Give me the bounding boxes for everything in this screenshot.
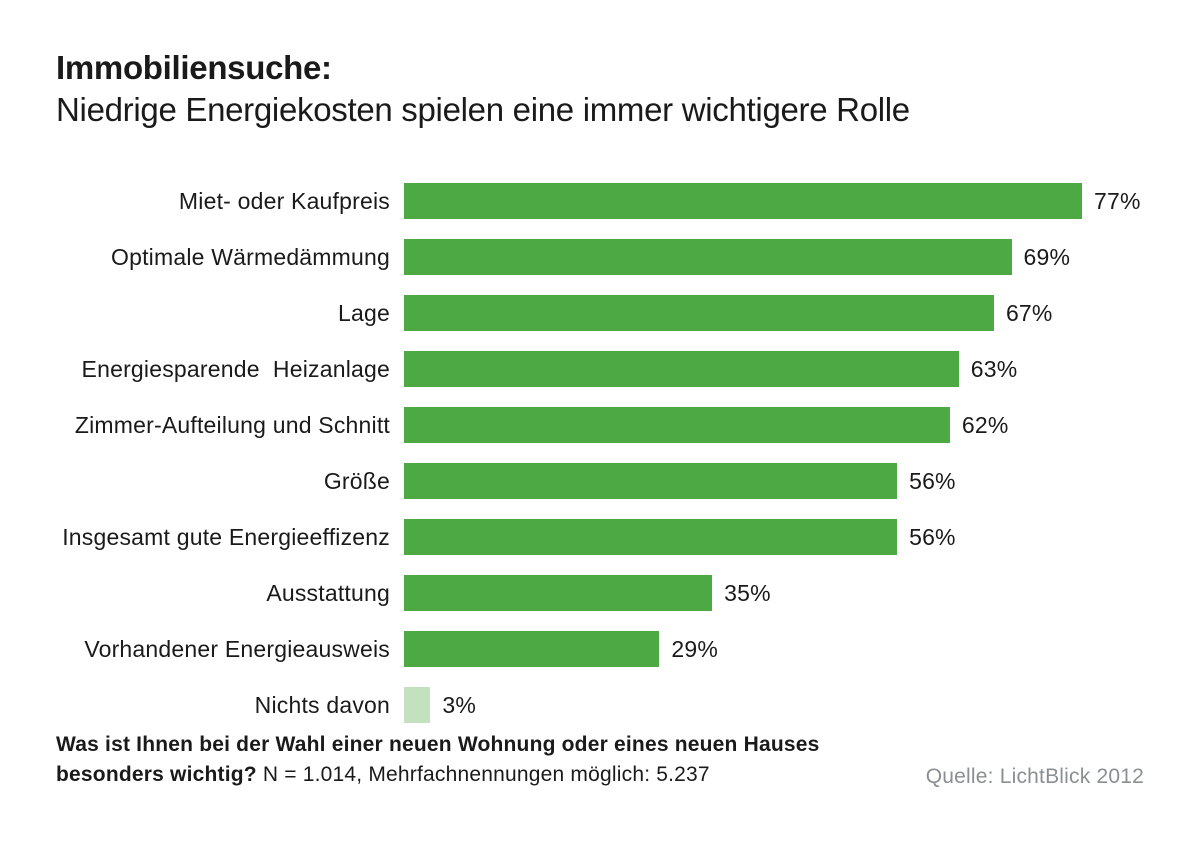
- value-label: 29%: [659, 636, 718, 663]
- question-meta: N = 1.014, Mehrfachnennungen möglich: 5.…: [257, 763, 710, 786]
- bar-area: 56%: [404, 519, 1144, 555]
- value-label: 69%: [1012, 244, 1071, 271]
- bar-row: Vorhandener Energieausweis 29%: [56, 621, 1144, 677]
- source-label: Quelle: LichtBlick 2012: [926, 765, 1144, 789]
- survey-question: Was ist Ihnen bei der Wahl einer neuen W…: [56, 730, 820, 789]
- bar-area: 62%: [404, 407, 1144, 443]
- bar-row: Optimale Wärmedämmung 69%: [56, 229, 1144, 285]
- value-label: 3%: [430, 692, 476, 719]
- bar-area: 56%: [404, 463, 1144, 499]
- bar-row: Miet- oder Kaufpreis 77%: [56, 173, 1144, 229]
- chart-container: Immobiliensuche: Niedrige Energiekosten …: [0, 0, 1200, 773]
- bar-area: 63%: [404, 351, 1144, 387]
- bar: [404, 239, 1012, 275]
- bar: [404, 351, 959, 387]
- value-label: 62%: [950, 412, 1009, 439]
- question-line1: Was ist Ihnen bei der Wahl einer neuen W…: [56, 733, 820, 756]
- value-label: 56%: [897, 468, 956, 495]
- category-label: Miet- oder Kaufpreis: [56, 188, 404, 215]
- category-label: Größe: [56, 468, 404, 495]
- bar-area: 67%: [404, 295, 1144, 331]
- chart-footer: Was ist Ihnen bei der Wahl einer neuen W…: [56, 730, 1144, 789]
- category-label: Ausstattung: [56, 580, 404, 607]
- category-label: Vorhandener Energieausweis: [56, 636, 404, 663]
- bar-row: Ausstattung 35%: [56, 565, 1144, 621]
- category-label: Insgesamt gute Energieeffizenz: [56, 524, 404, 551]
- bar: [404, 463, 897, 499]
- category-label: Lage: [56, 300, 404, 327]
- bar-area: 77%: [404, 183, 1144, 219]
- bar-row: Zimmer-Aufteilung und Schnitt 62%: [56, 397, 1144, 453]
- bar-area: 69%: [404, 239, 1144, 275]
- value-label: 67%: [994, 300, 1053, 327]
- bar-row: Energiesparende Heizanlage 63%: [56, 341, 1144, 397]
- question-line2: besonders wichtig?: [56, 763, 257, 786]
- bar-row: Lage 67%: [56, 285, 1144, 341]
- value-label: 56%: [897, 524, 956, 551]
- bar-chart: Miet- oder Kaufpreis 77% Optimale Wärmedäm…: [56, 173, 1144, 733]
- bar-area: 29%: [404, 631, 1144, 667]
- value-label: 35%: [712, 580, 771, 607]
- value-label: 77%: [1082, 188, 1141, 215]
- bar-row: Nichts davon 3%: [56, 677, 1144, 733]
- category-label: Zimmer-Aufteilung und Schnitt: [56, 412, 404, 439]
- category-label: Energiesparende Heizanlage: [56, 356, 404, 383]
- bar: [404, 631, 659, 667]
- bar-row: Insgesamt gute Energieeffizenz 56%: [56, 509, 1144, 565]
- chart-title: Immobiliensuche:: [56, 48, 1144, 88]
- bar: [404, 687, 430, 723]
- category-label: Nichts davon: [56, 692, 404, 719]
- bar: [404, 183, 1082, 219]
- category-label: Optimale Wärmedämmung: [56, 244, 404, 271]
- bar: [404, 407, 950, 443]
- bar-area: 35%: [404, 575, 1144, 611]
- bar-row: Größe 56%: [56, 453, 1144, 509]
- chart-subtitle: Niedrige Energiekosten spielen eine imme…: [56, 90, 1144, 130]
- bar: [404, 575, 712, 611]
- value-label: 63%: [959, 356, 1018, 383]
- bar: [404, 295, 994, 331]
- bar-area: 3%: [404, 687, 1144, 723]
- bar: [404, 519, 897, 555]
